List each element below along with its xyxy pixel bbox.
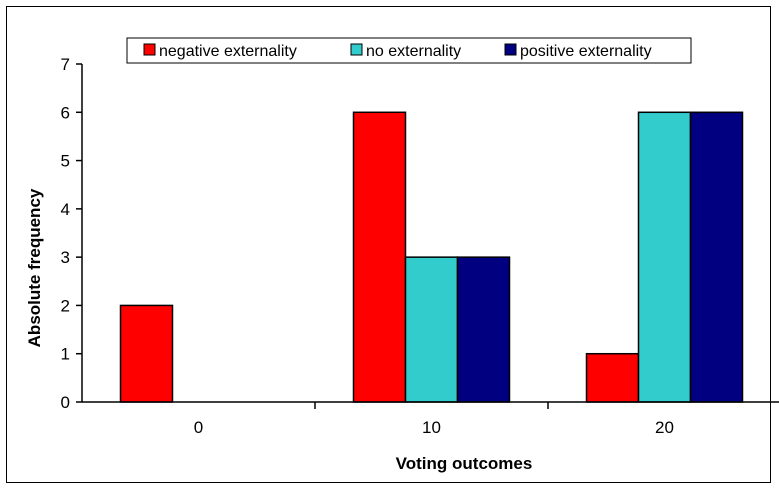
bar-positive-externality-10 [456, 256, 511, 403]
x-tick-label: 10 [422, 418, 441, 437]
bar-negative-externality-10 [352, 111, 407, 403]
bar-negative-externality-0 [119, 304, 174, 403]
y-tick-label: 7 [61, 55, 70, 74]
legend-swatch-no-externality [350, 43, 363, 56]
x-tick-label: 0 [194, 418, 203, 437]
y-tick-label: 4 [61, 200, 70, 219]
legend-label-no-externality: no externality [366, 43, 461, 60]
bar-negative-externality-20 [585, 352, 640, 403]
bar-positive-externality-20 [689, 111, 744, 403]
y-axis-title: Absolute frequency [25, 188, 44, 347]
x-ticks-group: 0 10 20 [194, 402, 674, 437]
x-tick-label: 20 [655, 418, 674, 437]
y-ticks-group: 0 1 2 3 4 5 6 7 [61, 55, 82, 412]
y-tick-label: 3 [61, 248, 70, 267]
axes-group [81, 64, 779, 403]
bars-group [119, 111, 744, 403]
y-tick-label: 5 [61, 152, 70, 171]
legend-swatch-negative-externality [143, 43, 156, 56]
y-tick-label: 1 [61, 345, 70, 364]
bar-no-externality-20 [637, 111, 692, 403]
legend-swatch-positive-externality [504, 43, 517, 56]
legend-label-positive-externality: positive externality [520, 43, 652, 60]
y-tick-label: 0 [61, 393, 70, 412]
bar-no-externality-10 [404, 256, 459, 403]
legend: negative externality no externality positi… [126, 37, 692, 64]
y-tick-label: 6 [61, 103, 70, 122]
y-tick-label: 2 [61, 296, 70, 315]
legend-box [126, 37, 692, 64]
x-axis-title: Voting outcomes [396, 454, 533, 473]
legend-label-negative-externality: negative externality [159, 43, 297, 60]
